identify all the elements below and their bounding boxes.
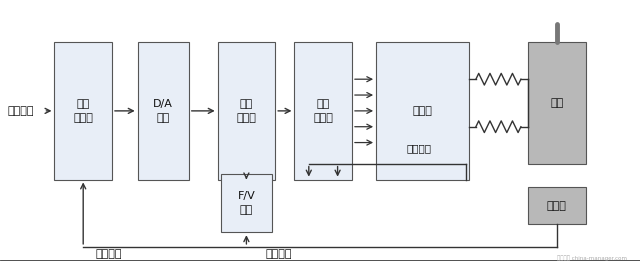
Bar [294,42,352,180]
Text: 輸入脈波: 輸入脈波 [8,106,34,116]
Text: F/V
變換: F/V 變換 [237,191,255,215]
Bar [218,42,275,180]
Text: 電流回路: 電流回路 [406,143,432,153]
Text: 速度
控制部: 速度 控制部 [236,99,257,123]
Bar [376,42,468,180]
Text: 電流
控制部: 電流 控制部 [313,99,333,123]
Bar [54,42,112,180]
Text: 文字看見 china-manager.com: 文字看見 china-manager.com [557,256,627,261]
Bar [221,174,272,232]
Text: 偏差
計算器: 偏差 計算器 [73,99,93,123]
Text: 編碼器: 編碼器 [547,201,567,211]
Text: 變頻部: 變頻部 [412,106,433,116]
Text: D/A
變換: D/A 變換 [153,99,173,123]
Text: 速度回路: 速度回路 [265,249,292,260]
Bar [528,187,586,224]
Text: 位置回路: 位置回路 [95,249,122,260]
Bar [528,42,586,164]
Text: 馬達: 馬達 [550,98,563,108]
Bar [138,42,189,180]
